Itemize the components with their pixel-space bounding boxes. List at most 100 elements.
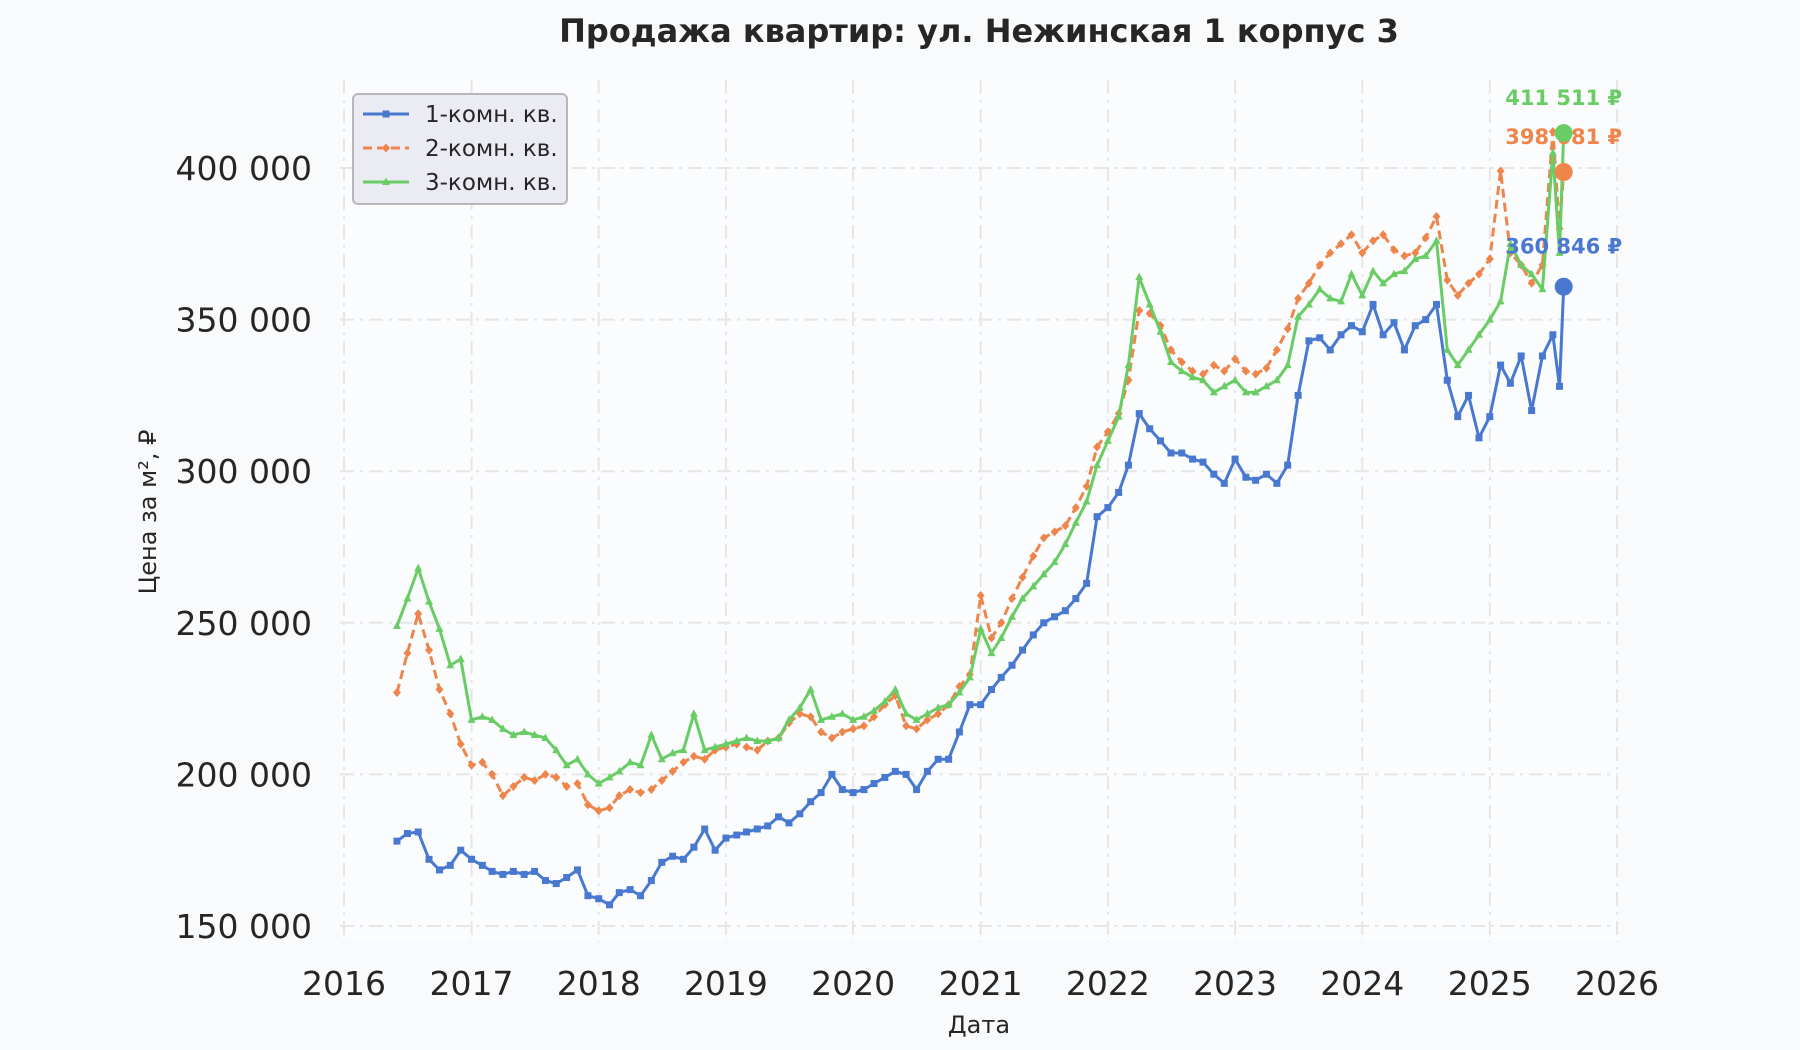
data-point — [1177, 366, 1186, 375]
data-point — [987, 686, 995, 694]
data-point — [1242, 473, 1250, 481]
x-tick-label: 2018 — [557, 964, 641, 1003]
data-point — [1104, 504, 1112, 512]
data-point — [403, 648, 412, 658]
data-point — [1252, 476, 1260, 484]
data-point — [838, 786, 846, 794]
data-point — [838, 727, 847, 737]
data-point — [573, 754, 582, 763]
data-point — [1506, 239, 1515, 247]
data-point — [1369, 300, 1377, 308]
data-point — [657, 754, 666, 763]
data-point — [425, 597, 434, 605]
data-point — [1305, 337, 1313, 345]
data-point — [1538, 284, 1547, 293]
data-point — [1167, 449, 1175, 457]
data-point — [1166, 357, 1175, 366]
data-point — [945, 755, 953, 763]
x-tick-label: 2024 — [1320, 964, 1404, 1003]
legend-item: 2-комн. кв. — [363, 136, 558, 162]
end-point-dot — [1554, 277, 1573, 296]
data-point — [605, 803, 614, 813]
data-point — [1555, 248, 1564, 256]
data-point — [934, 709, 943, 719]
data-point — [817, 715, 826, 723]
data-point — [817, 789, 825, 797]
data-point — [1050, 557, 1059, 566]
data-point — [1262, 381, 1271, 390]
data-point — [615, 889, 623, 897]
data-point — [1199, 458, 1207, 466]
data-point — [1082, 481, 1091, 491]
data-point — [1283, 360, 1292, 369]
y-axis-ticks: 150 000 200 000 250 000 300 000 350 000 400 0… — [176, 149, 312, 946]
data-point — [392, 688, 401, 698]
data-point — [912, 724, 921, 734]
data-point — [658, 858, 666, 866]
data-point — [1272, 345, 1281, 355]
data-point — [1262, 470, 1270, 478]
data-point — [446, 709, 455, 719]
data-point — [636, 760, 645, 769]
data-point — [1347, 269, 1356, 278]
data-point — [880, 697, 889, 705]
data-point — [679, 757, 688, 767]
data-point — [902, 770, 910, 778]
data-point — [1008, 594, 1017, 604]
data-point — [1379, 331, 1387, 339]
data-point — [605, 772, 614, 781]
data-point — [763, 736, 772, 745]
data-point — [488, 769, 497, 779]
data-point — [435, 624, 444, 632]
data-point — [1475, 269, 1484, 279]
data-point — [923, 715, 932, 725]
y-tick-label: 200 000 — [176, 755, 312, 794]
x-tick-label: 2017 — [430, 964, 514, 1003]
data-point — [733, 831, 741, 839]
data-point — [1379, 230, 1388, 240]
data-point — [859, 721, 868, 731]
chart-title: Продажа квартир: ул. Нежинская 1 корпус … — [559, 12, 1399, 50]
series-1 — [393, 283, 1568, 909]
data-point — [902, 709, 911, 717]
data-point — [584, 892, 592, 900]
data-point — [912, 715, 921, 723]
x-tick-label: 2022 — [1066, 964, 1150, 1003]
data-point — [965, 672, 974, 681]
data-point — [520, 870, 528, 878]
data-point — [1538, 352, 1546, 360]
data-point — [785, 715, 794, 723]
data-point — [1082, 497, 1091, 505]
data-point — [509, 867, 517, 875]
data-point — [1497, 361, 1505, 369]
data-point — [860, 786, 868, 794]
data-point — [997, 673, 1005, 681]
data-point — [414, 563, 423, 572]
data-point — [1358, 248, 1367, 258]
data-point — [1421, 251, 1430, 259]
end-value-label: 411 511 ₽ — [1505, 86, 1622, 110]
data-point — [1061, 521, 1070, 531]
data-point — [626, 757, 635, 766]
data-point — [1061, 607, 1069, 615]
x-tick-label: 2016 — [302, 964, 386, 1003]
data-point — [775, 813, 783, 821]
end-value-label: 360 846 ₽ — [1505, 235, 1622, 259]
data-point — [870, 712, 879, 722]
data-point — [1304, 299, 1313, 308]
data-point — [668, 766, 677, 776]
data-point — [806, 712, 815, 722]
data-point — [690, 843, 698, 851]
data-point — [881, 773, 889, 781]
legend-label: 2-комн. кв. — [425, 136, 558, 162]
data-point — [468, 855, 476, 863]
grid — [340, 80, 1618, 942]
series-3 — [392, 128, 1568, 787]
data-point — [1093, 442, 1102, 452]
data-point — [626, 785, 635, 795]
data-point — [1475, 330, 1484, 338]
data-point — [1178, 449, 1186, 457]
data-point — [711, 846, 719, 854]
data-point — [1188, 366, 1197, 376]
data-point — [1072, 595, 1080, 603]
